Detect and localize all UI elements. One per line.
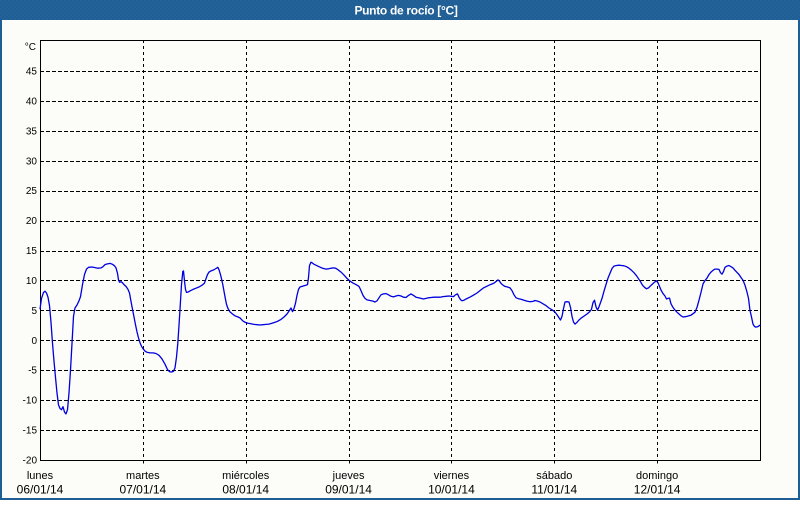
svg-text:-5: -5: [28, 366, 37, 377]
svg-text:35: 35: [26, 126, 38, 137]
svg-text:08/01/14: 08/01/14: [222, 483, 269, 497]
svg-text:15: 15: [26, 246, 38, 257]
svg-text:45: 45: [26, 67, 38, 78]
svg-text:0: 0: [31, 336, 37, 347]
svg-text:5: 5: [31, 306, 37, 317]
svg-text:20: 20: [26, 216, 38, 227]
svg-text:-15: -15: [23, 426, 38, 437]
svg-text:09/01/14: 09/01/14: [325, 483, 372, 497]
svg-text:miércoles: miércoles: [222, 470, 270, 482]
svg-text:-10: -10: [23, 396, 38, 407]
svg-text:10: 10: [26, 276, 38, 287]
svg-text:12/01/14: 12/01/14: [634, 483, 681, 497]
svg-text:06/01/14: 06/01/14: [17, 483, 64, 497]
svg-text:jueves: jueves: [332, 470, 365, 482]
svg-text:40: 40: [26, 96, 38, 107]
svg-text:25: 25: [26, 186, 38, 197]
svg-text:sábado: sábado: [536, 470, 572, 482]
svg-text:-20: -20: [23, 456, 38, 467]
svg-text:°C: °C: [25, 42, 36, 53]
svg-text:30: 30: [26, 156, 38, 167]
svg-text:11/01/14: 11/01/14: [531, 483, 577, 497]
svg-text:viernes: viernes: [434, 470, 470, 482]
svg-text:Punto de rocío [°C]: Punto de rocío [°C]: [354, 4, 457, 18]
svg-text:lunes: lunes: [27, 470, 54, 482]
svg-text:07/01/14: 07/01/14: [120, 483, 167, 497]
svg-text:10/01/14: 10/01/14: [428, 483, 475, 497]
svg-text:martes: martes: [126, 470, 160, 482]
svg-text:domingo: domingo: [636, 470, 678, 482]
